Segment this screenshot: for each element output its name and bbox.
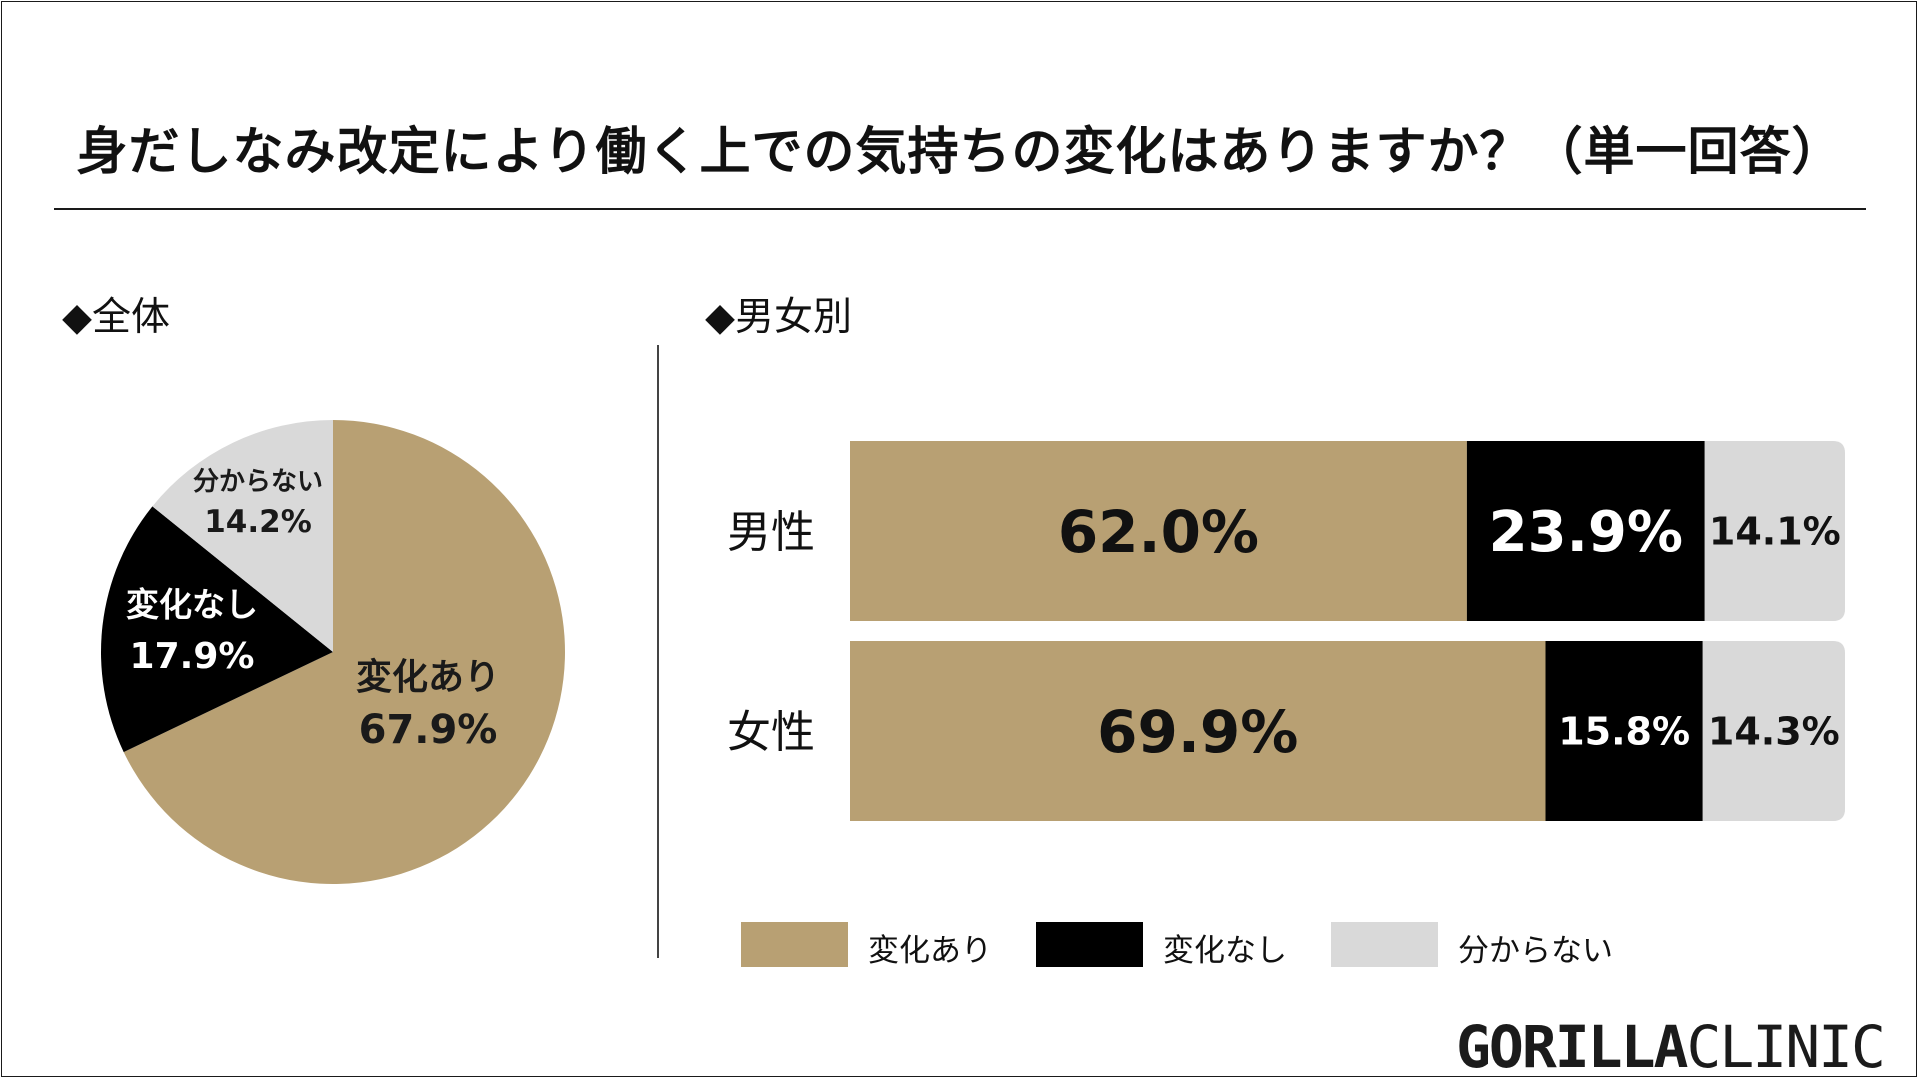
pie-label-no-change: 変化なし	[126, 585, 258, 624]
bar-segment-change	[850, 441, 1467, 621]
brand-logo-part2: CLINIC	[1686, 1013, 1886, 1081]
gender-section-heading: ◆男女別	[705, 295, 852, 340]
brand-logo: GORILLACLINIC	[1456, 1013, 1886, 1081]
pie-value-unknown: 14.2%	[204, 504, 312, 540]
category-label: 男性	[727, 507, 815, 558]
page-title: 身だしなみ改定により働く上での気持ちの変化はありますか？（単一回答）	[76, 123, 1844, 182]
bar-value-label-change: 69.9%	[1097, 698, 1298, 766]
pie-slice-change	[123, 420, 566, 885]
bar-segment-unknown	[1704, 441, 1845, 621]
pie-label-change: 変化あり	[356, 656, 500, 698]
bar-segment-unknown	[1702, 641, 1845, 821]
legend-label-unknown: 分からない	[1458, 933, 1613, 969]
bar-value-label-no-change: 23.9%	[1489, 500, 1683, 565]
bar-segment-change	[850, 641, 1546, 821]
pie-value-change: 67.9%	[359, 707, 498, 753]
legend-label-change: 変化あり	[868, 933, 992, 969]
bar-value-label-unknown: 14.3%	[1708, 710, 1840, 754]
category-label: 女性	[727, 707, 815, 758]
pie-label-unknown: 分からない	[193, 467, 323, 497]
bar-segment-no-change	[1545, 641, 1703, 821]
bar-value-label-change: 62.0%	[1058, 498, 1259, 566]
pie-slice-no-change	[101, 506, 334, 753]
legend-swatch-change	[741, 922, 848, 967]
bar-value-label-no-change: 15.8%	[1558, 710, 1690, 754]
overall-section-heading: ◆全体	[62, 295, 170, 340]
bar-value-label-unknown: 14.1%	[1709, 510, 1841, 554]
legend-swatch-unknown	[1331, 922, 1438, 967]
bar-segment-no-change	[1466, 441, 1705, 621]
pie-slice-unknown	[152, 420, 333, 652]
pie-value-no-change: 17.9%	[130, 636, 255, 677]
legend-swatch-no-change	[1036, 922, 1143, 967]
section-divider	[657, 345, 659, 958]
brand-logo-part1: GORILLA	[1456, 1013, 1688, 1081]
legend-label-no-change: 変化なし	[1163, 933, 1287, 969]
title-divider	[54, 208, 1866, 210]
